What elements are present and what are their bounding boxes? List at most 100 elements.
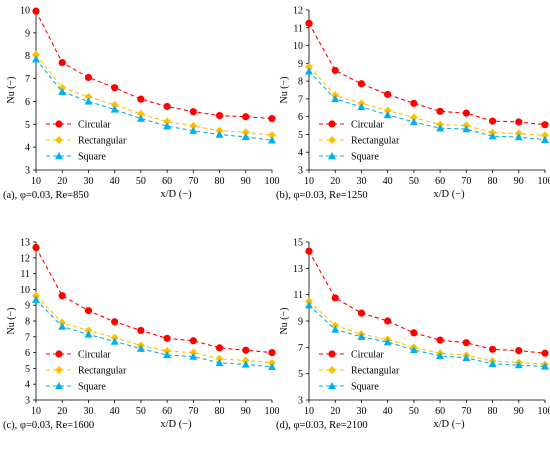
data-point [241, 132, 250, 141]
y-tick-label: 7 [25, 332, 30, 343]
data-point [436, 107, 444, 115]
x-tick-label: 20 [57, 176, 67, 187]
x-tick-label: 60 [435, 406, 445, 417]
data-point [488, 345, 497, 353]
x-axis-title: x/D (−) [433, 189, 465, 200]
x-axis-title: x/D (−) [433, 419, 465, 430]
data-point [58, 292, 66, 300]
x-tick-label: 90 [241, 176, 251, 187]
y-tick-label: 3 [25, 166, 30, 177]
x-tick-label: 50 [409, 176, 419, 187]
y-tick-label: 10 [293, 41, 303, 52]
data-point [357, 102, 366, 111]
data-point [383, 110, 392, 119]
data-point [409, 345, 418, 354]
data-point [488, 117, 497, 125]
chart-panel-b: 3 4 5 6 7 8 9 10 11 12 10 20 30 40 50 60 70 80 90 100 Nu (−)… [276, 6, 550, 202]
data-point [268, 136, 276, 144]
panel-caption: (a), φ=0.03, Re=850 [3, 190, 89, 201]
y-tick-label: 11 [293, 23, 303, 34]
data-point [110, 100, 119, 109]
legend-label: Rectangular [351, 366, 400, 377]
x-tick-label: 60 [162, 176, 172, 187]
legend: Circular Rectangular Square [319, 350, 400, 393]
series-line [35, 247, 273, 354]
y-tick-label: 10 [20, 6, 30, 17]
y-tick-label: 9 [25, 28, 30, 39]
data-point [515, 118, 523, 126]
series-circular [32, 7, 276, 123]
data-point [541, 349, 549, 357]
data-point [136, 110, 145, 118]
data-point [436, 336, 444, 344]
data-point [189, 337, 197, 345]
series-square [32, 295, 276, 371]
x-tick-label: 70 [188, 176, 198, 187]
series-rectangular [305, 297, 549, 369]
data-point [163, 350, 172, 359]
x-tick-label: 50 [136, 406, 146, 417]
x-tick-label: 90 [241, 406, 251, 417]
legend-label: Rectangular [78, 366, 127, 377]
data-point [268, 131, 276, 140]
x-tick-label: 70 [461, 176, 471, 187]
x-tick-label: 50 [136, 176, 146, 187]
data-point [462, 353, 471, 362]
x-tick-label: 90 [514, 406, 524, 417]
data-point [215, 344, 224, 352]
data-point [215, 112, 224, 120]
legend-marker [328, 120, 336, 128]
y-tick-label: 9 [298, 317, 303, 328]
y-axis-title: Nu (−) [6, 307, 17, 334]
data-point [488, 359, 497, 367]
data-point [58, 322, 67, 330]
y-tick-label: 4 [298, 148, 303, 159]
data-point [241, 128, 250, 137]
x-tick-label: 20 [330, 406, 340, 417]
data-point [410, 99, 418, 107]
legend: Circular Rectangular Square [46, 350, 127, 393]
legend-label: Rectangular [351, 136, 400, 147]
series-line [35, 295, 273, 364]
x-tick-label: 80 [488, 406, 498, 417]
data-point [189, 126, 198, 134]
data-point [268, 114, 276, 123]
data-point [409, 113, 418, 122]
panel-caption: (d), φ=0.03, Re=2100 [276, 420, 368, 431]
y-tick-label: 5 [25, 364, 30, 375]
legend-marker [55, 350, 63, 358]
legend-label: Circular [78, 120, 111, 131]
data-point [242, 346, 250, 354]
data-point [84, 97, 93, 105]
legend-label: Square [78, 152, 106, 163]
legend-marker [328, 136, 336, 144]
data-point [84, 92, 93, 101]
data-point [163, 122, 172, 130]
legend-marker [328, 382, 336, 390]
data-point [541, 121, 549, 129]
series-square [305, 67, 549, 143]
x-tick-label: 60 [435, 176, 445, 187]
series-circular [305, 247, 549, 357]
legend-marker [55, 152, 63, 160]
y-tick-label: 8 [25, 317, 30, 328]
y-tick-label: 13 [20, 238, 30, 249]
x-tick-label: 30 [356, 406, 366, 417]
data-point [436, 124, 445, 132]
data-point [384, 317, 392, 325]
data-point [84, 330, 93, 338]
y-tick-label: 6 [25, 348, 30, 359]
x-tick-label: 10 [31, 176, 41, 187]
data-point [111, 84, 119, 92]
chart-panel-d: 3 5 7 9 11 13 15 10 20 30 40 50 60 70 80 90 100 Nu (−) x/D… [276, 238, 550, 432]
legend-marker [328, 366, 336, 374]
x-tick-label: 10 [304, 406, 314, 417]
series-line [308, 250, 546, 354]
series-circular [305, 19, 549, 129]
y-axis-title: Nu (−) [279, 76, 290, 103]
x-tick-label: 20 [330, 176, 340, 187]
x-tick-label: 100 [538, 176, 550, 187]
x-tick-label: 30 [83, 406, 93, 417]
data-point [357, 80, 366, 88]
series-rectangular [32, 50, 276, 140]
